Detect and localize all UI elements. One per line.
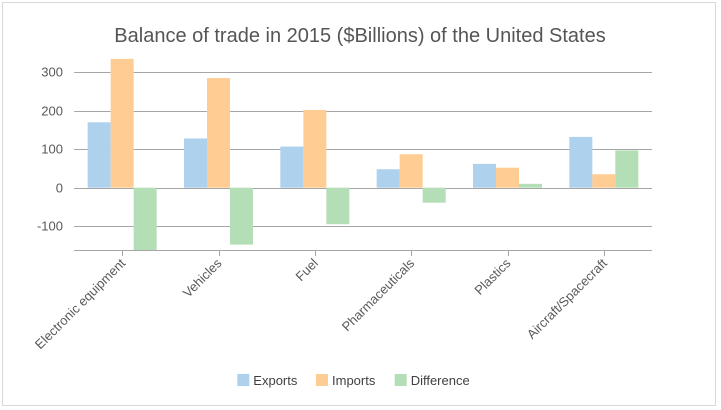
bar-difference bbox=[422, 187, 446, 203]
gridlines bbox=[74, 72, 652, 227]
x-tick-label: Plastics bbox=[471, 255, 514, 298]
chart-title: Balance of trade in 2015 ($Billions) of … bbox=[114, 25, 606, 47]
legend-label-difference: Difference bbox=[411, 373, 470, 388]
bars bbox=[87, 58, 639, 250]
chart-plot: -100 0 100 200 300 Electronic equipment Vehicl… bbox=[32, 58, 652, 388]
bar-imports bbox=[496, 167, 519, 188]
bar-difference bbox=[519, 183, 542, 188]
y-tick-label: 300 bbox=[41, 65, 63, 80]
x-tick-label: Fuel bbox=[292, 255, 321, 284]
legend-label-exports: Exports bbox=[253, 373, 298, 388]
bar-difference bbox=[133, 187, 157, 250]
bar-imports bbox=[399, 154, 423, 188]
bar-difference bbox=[615, 150, 639, 188]
y-tick-label: 0 bbox=[56, 181, 63, 196]
y-tick-label: 100 bbox=[41, 142, 63, 157]
bar-exports bbox=[473, 163, 496, 188]
bar-imports bbox=[592, 174, 616, 188]
bar-difference bbox=[230, 187, 253, 245]
x-tick-label: Aircraft/Spacecraft bbox=[524, 255, 610, 341]
bar-exports bbox=[184, 138, 207, 188]
y-tick-label: -100 bbox=[37, 219, 63, 234]
bar-exports bbox=[376, 169, 400, 188]
chart-container: Balance of trade in 2015 ($Billions) of … bbox=[2, 2, 716, 406]
bar-imports bbox=[303, 110, 327, 188]
y-tick-label: 200 bbox=[41, 104, 63, 119]
x-tick-label: Pharmaceuticals bbox=[339, 255, 418, 334]
bar-imports bbox=[110, 58, 134, 188]
legend-label-imports: Imports bbox=[332, 373, 376, 388]
bar-exports bbox=[569, 136, 593, 188]
legend: Exports Imports Difference bbox=[237, 373, 470, 388]
legend-swatch-exports bbox=[237, 374, 250, 386]
bar-exports bbox=[280, 146, 304, 188]
x-tick-label: Vehicles bbox=[180, 255, 225, 300]
bar-difference bbox=[326, 187, 350, 225]
bar-imports bbox=[207, 78, 230, 188]
legend-swatch-difference bbox=[394, 374, 407, 386]
legend-swatch-imports bbox=[316, 374, 328, 386]
x-tick-label: Electronic equipment bbox=[32, 255, 129, 352]
bar-exports bbox=[87, 122, 111, 188]
